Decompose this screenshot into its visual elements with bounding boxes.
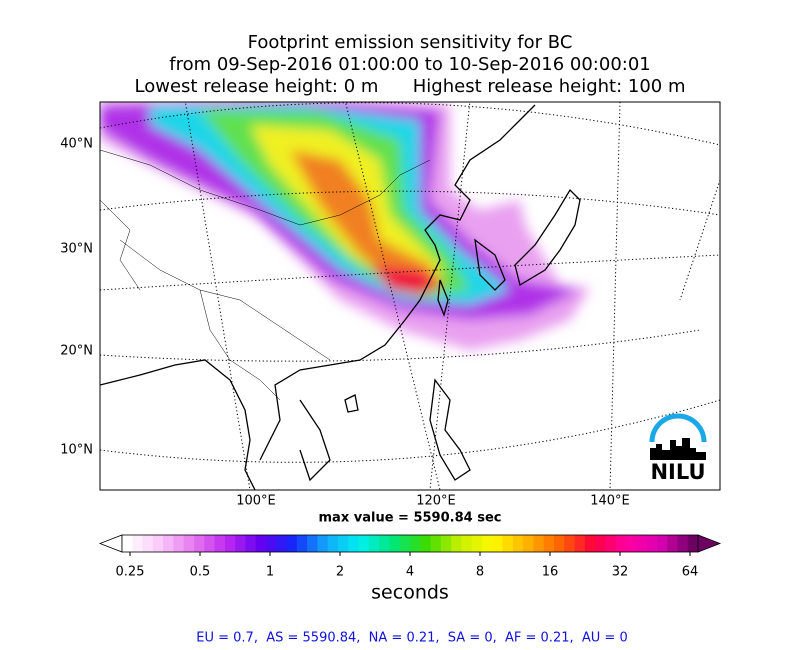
colorbar-segment (502, 535, 514, 552)
colorbar-segment (615, 535, 627, 552)
colorbar-segment (152, 535, 164, 552)
colorbar-segment (646, 535, 658, 552)
colorbar-segment (512, 535, 524, 552)
colorbar-segment (142, 535, 154, 552)
colorbar-segment (368, 535, 380, 552)
colorbar-segment (440, 535, 452, 552)
colorbar-segment (482, 535, 493, 552)
lat-label: 20°N (60, 344, 93, 359)
colorbar-ticks: 0.25 0.5 1 2 4 8 16 32 64 (116, 552, 699, 580)
colorbar-tick-label: 2 (336, 565, 344, 580)
colorbar-segment (687, 535, 699, 552)
colorbar-tick-label: 0.5 (190, 565, 211, 580)
title: Footprint emission sensitivity for BC fr… (135, 32, 686, 97)
colorbar-segment (554, 535, 565, 552)
title-line: from 09-Sep-2016 01:00:00 to 10-Sep-2016… (169, 54, 651, 75)
colorbar-segment (461, 535, 473, 552)
lon-label: 100°E (236, 494, 276, 509)
map: NILU (100, 102, 720, 490)
colorbar-segment (523, 535, 534, 552)
colorbar-segment (584, 535, 596, 552)
colorbar-segment (430, 535, 442, 552)
nilu-logo: NILU (649, 413, 707, 484)
colorbar-segment (574, 535, 586, 552)
colorbar-tick-label: 0.25 (116, 565, 145, 580)
colorbar-segment (266, 535, 277, 552)
colorbar-segment (626, 535, 637, 552)
lon-label: 140°E (590, 494, 630, 509)
coastlines (100, 104, 581, 490)
colorbar-segment (296, 535, 308, 552)
colorbar-segment (379, 535, 390, 552)
colorbar-segment (286, 535, 298, 552)
colorbar-tick-label: 16 (542, 565, 559, 580)
borders (100, 149, 431, 401)
colorbar-segment (348, 535, 360, 552)
colorbar (98, 534, 722, 553)
colorbar-segment (533, 535, 545, 552)
colorbar-segment (564, 535, 576, 552)
colorbar-tick-label: 1 (266, 565, 274, 580)
colorbar-segment (338, 535, 349, 552)
logo-text: NILU (650, 460, 705, 484)
colorbar-segment (327, 535, 339, 552)
colorbar-segment (235, 535, 246, 552)
lat-label: 10°N (60, 443, 93, 458)
colorbar-segment (492, 535, 504, 552)
colorbar-segment (122, 535, 133, 552)
colorbar-segment (204, 535, 216, 552)
colorbar-tick-label: 32 (612, 565, 629, 580)
colorbar-segment (451, 535, 462, 552)
plume (100, 102, 590, 350)
colorbar-segment (636, 535, 648, 552)
colorbar-segment (358, 535, 370, 552)
colorbar-segment (656, 535, 668, 552)
colorbar-segment (224, 535, 236, 552)
colorbar-segment (276, 535, 288, 552)
colorbar-segment (595, 535, 606, 552)
lon-labels: 100°E 120°E 140°E (236, 494, 630, 509)
lat-label: 40°N (60, 137, 93, 152)
lon-label: 120°E (416, 494, 456, 509)
colorbar-segment (173, 535, 185, 552)
colorbar-segment (307, 535, 318, 552)
colorbar-segment (389, 535, 401, 552)
colorbar-tick-label: 64 (682, 565, 699, 580)
colorbar-segment (194, 535, 205, 552)
colorbar-label: seconds (371, 582, 449, 604)
colorbar-segment (317, 535, 329, 552)
lat-labels: 40°N 30°N 20°N 10°N (60, 137, 93, 458)
colorbar-segment (183, 535, 195, 552)
colorbar-segment (471, 535, 483, 552)
title-line: Lowest release height: 0 m Highest relea… (135, 76, 686, 97)
colorbar-segment (677, 535, 689, 552)
colorbar-extend-low (98, 534, 123, 553)
colorbar-segment (420, 535, 432, 552)
lat-label: 30°N (60, 242, 93, 257)
colorbar-segment (543, 535, 555, 552)
colorbar-extend-high (697, 534, 722, 553)
max-value: max value = 5590.84 sec (319, 511, 502, 526)
colorbar-segment (605, 535, 617, 552)
footer: EU = 0.7, AS = 5590.84, NA = 0.21, SA = … (196, 631, 627, 646)
colorbar-segment (132, 535, 144, 552)
colorbar-segment (255, 535, 267, 552)
map-frame (99, 101, 721, 491)
colorbar-tick-label: 8 (476, 565, 484, 580)
colorbar-segment (214, 535, 226, 552)
colorbar-segment (410, 535, 421, 552)
graticule (100, 102, 720, 490)
colorbar-segment (163, 535, 174, 552)
colorbar-segment (667, 535, 678, 552)
colorbar-segment (399, 535, 411, 552)
colorbar-segment (245, 535, 257, 552)
colorbar-tick-label: 4 (406, 565, 414, 580)
title-line: Footprint emission sensitivity for BC (248, 32, 573, 53)
